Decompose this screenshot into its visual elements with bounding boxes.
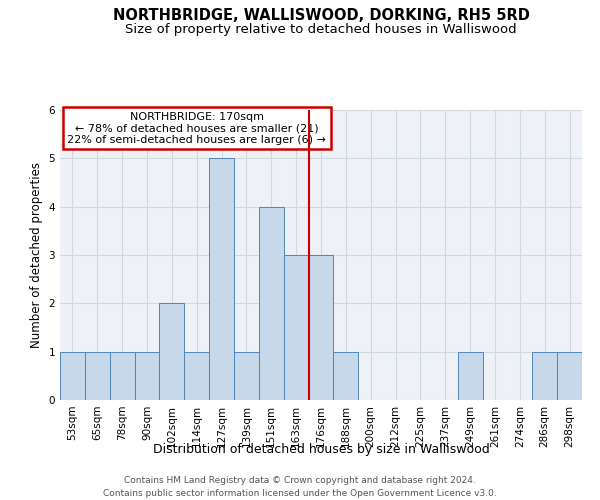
Bar [259,206,284,400]
Text: NORTHBRIDGE, WALLISWOOD, DORKING, RH5 5RD: NORTHBRIDGE, WALLISWOOD, DORKING, RH5 5R… [113,8,529,22]
Bar [209,158,234,400]
Bar [334,352,358,400]
Bar [110,352,134,400]
Text: Contains HM Land Registry data © Crown copyright and database right 2024.
Contai: Contains HM Land Registry data © Crown c… [103,476,497,498]
Y-axis label: Number of detached properties: Number of detached properties [30,162,43,348]
Bar [60,352,85,400]
Bar [557,352,582,400]
Bar [160,304,184,400]
Text: Size of property relative to detached houses in Walliswood: Size of property relative to detached ho… [125,22,517,36]
Text: NORTHBRIDGE: 170sqm
← 78% of detached houses are smaller (21)
22% of semi-detach: NORTHBRIDGE: 170sqm ← 78% of detached ho… [67,112,326,145]
Bar [284,255,308,400]
Bar [184,352,209,400]
Text: Distribution of detached houses by size in Walliswood: Distribution of detached houses by size … [152,442,490,456]
Bar [458,352,482,400]
Bar [134,352,160,400]
Bar [85,352,110,400]
Bar [532,352,557,400]
Bar [308,255,334,400]
Bar [234,352,259,400]
